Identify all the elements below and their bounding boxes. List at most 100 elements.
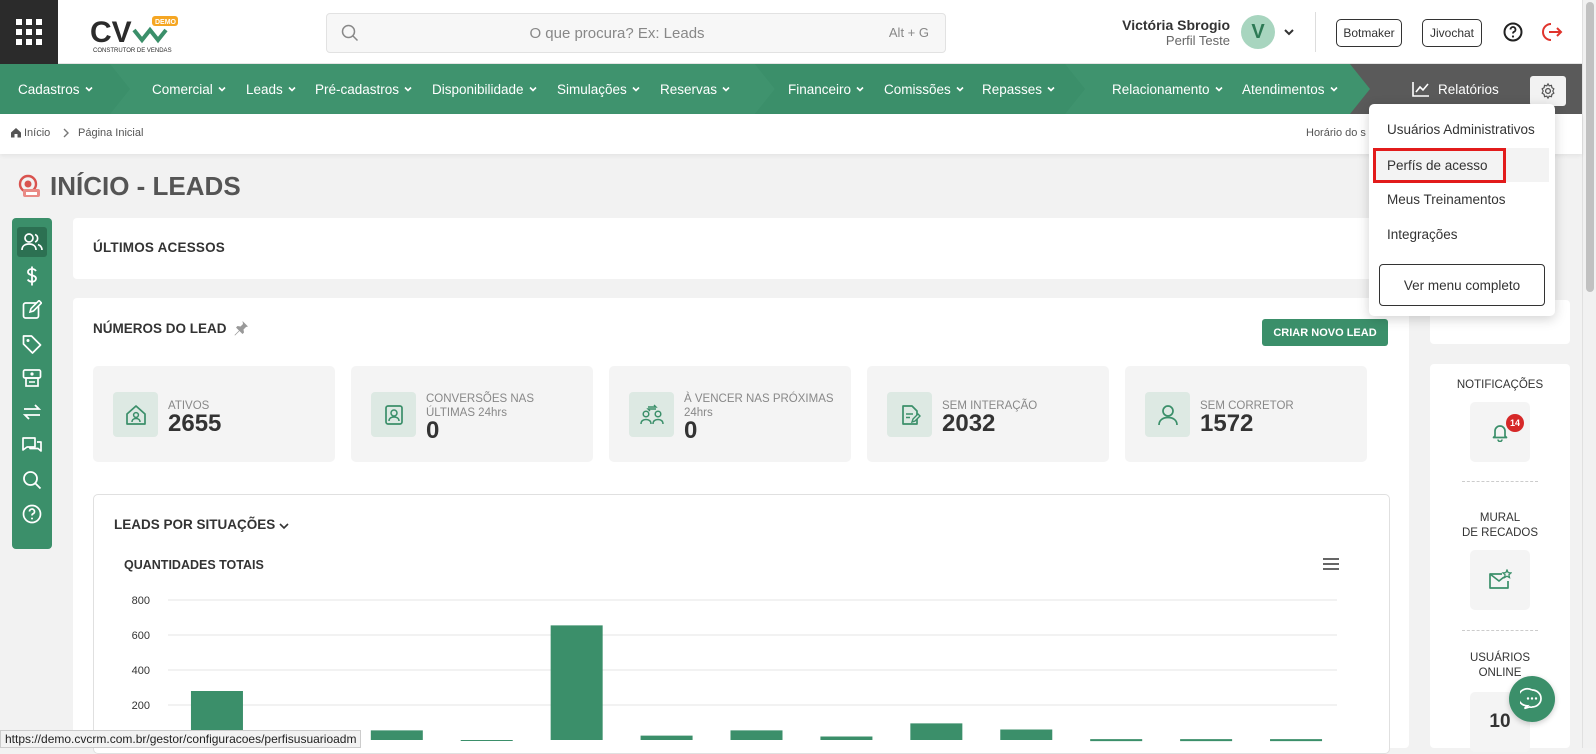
logout-icon[interactable] (1542, 22, 1564, 42)
stat-value: 2655 (168, 410, 222, 437)
bell-icon (1492, 425, 1508, 442)
transfer-icon (22, 404, 42, 420)
menu-item-integrations[interactable]: Integrações (1387, 226, 1458, 242)
jivochat-button[interactable]: Jivochat (1422, 19, 1482, 47)
side-edit-button[interactable] (17, 295, 47, 325)
apps-menu-button[interactable] (0, 0, 58, 64)
side-chat-button[interactable] (17, 431, 47, 461)
search-shortcut: Alt + G (888, 25, 929, 40)
scrollbar-thumb[interactable] (1586, 2, 1594, 292)
bar-chart: 800 600 400 200 (132, 595, 1337, 742)
nav-relacionamento[interactable]: Relacionamento (1112, 64, 1224, 114)
chart-bar[interactable] (550, 625, 603, 740)
logo-tagline: CONSTRUTOR DE VENDAS (93, 48, 172, 54)
side-users-button[interactable] (17, 227, 47, 257)
chart-bar[interactable] (1270, 739, 1323, 742)
logo[interactable]: CV DEMO CONSTRUTOR DE VENDAS (90, 14, 190, 54)
stat-value: 2032 (942, 410, 996, 437)
chart-bar[interactable] (1000, 729, 1053, 741)
chart-line-icon (1412, 82, 1429, 97)
side-transfer-button[interactable] (17, 397, 47, 427)
settings-button[interactable] (1530, 76, 1566, 106)
breadcrumb-home[interactable]: Início (24, 127, 51, 139)
notifications-button[interactable] (1470, 402, 1530, 462)
leads-by-status-card: LEADS POR SITUAÇÕES QUANTIDADES TOTAIS 8… (93, 494, 1390, 754)
nav-leads[interactable]: Leads (246, 64, 297, 114)
nav-financeiro[interactable]: Financeiro (788, 64, 865, 114)
nav-reservas[interactable]: Reservas (660, 64, 731, 114)
create-lead-button[interactable]: CRIAR NOVO LEAD (1262, 319, 1388, 346)
nav-simulacoes[interactable]: Simulações (557, 64, 641, 114)
full-menu-button[interactable]: Ver menu completo (1379, 264, 1545, 306)
avatar[interactable]: V (1241, 15, 1275, 49)
menu-item-admin-users[interactable]: Usuários Administrativos (1387, 121, 1535, 137)
chevron-down-icon[interactable] (1283, 26, 1295, 38)
mural-button[interactable] (1470, 550, 1530, 610)
chevron-down-icon (1214, 86, 1223, 92)
logo-text: CV (90, 16, 132, 49)
pin-icon[interactable] (233, 320, 249, 336)
side-toolbar (12, 218, 52, 549)
side-register-button[interactable] (17, 363, 47, 393)
botmaker-button[interactable]: Botmaker (1336, 19, 1402, 47)
chart-bar[interactable] (910, 723, 963, 740)
stat-expiring[interactable]: À VENCER NAS PRÓXIMAS 24hrs 0 (609, 366, 851, 462)
edit-icon (22, 300, 42, 319)
search-box[interactable]: Alt + G (326, 13, 946, 53)
stat-active[interactable]: ATIVOS 2655 (93, 366, 335, 462)
stat-conversions[interactable]: CONVERSÕES NAS ÚLTIMAS 24hrs 0 (351, 366, 593, 462)
chart-bar[interactable] (460, 740, 513, 741)
stat-label: CONVERSÕES NAS ÚLTIMAS 24hrs (426, 393, 534, 419)
side-search-button[interactable] (17, 465, 47, 495)
nav-atendimentos[interactable]: Atendimentos (1242, 64, 1339, 114)
stat-icon-box (113, 392, 158, 437)
chart-bar[interactable] (640, 735, 693, 740)
stat-no-interaction[interactable]: SEM INTERAÇÃO 2032 (867, 366, 1109, 462)
chart-bar[interactable] (1090, 739, 1143, 742)
nav-repasses[interactable]: Repasses (982, 64, 1056, 114)
menu-item-access-profiles[interactable]: Perfís de acesso (1375, 148, 1549, 182)
logo-icon: CV DEMO CONSTRUTOR DE VENDAS (90, 16, 178, 54)
people-icon (639, 404, 664, 424)
stat-no-broker[interactable]: SEM CORRETOR 1572 (1125, 366, 1367, 462)
online-users-count: 10 (1489, 711, 1511, 732)
menu-item-my-trainings[interactable]: Meus Treinamentos (1387, 191, 1506, 207)
nav-comissoes[interactable]: Comissões (884, 64, 965, 114)
chart-y-tick-label: 400 (132, 665, 150, 677)
chart-bar[interactable] (370, 730, 423, 740)
stat-label: À VENCER NAS PRÓXIMAS 24hrs (684, 393, 834, 419)
chevron-down-icon (404, 86, 412, 92)
scrollbar[interactable] (1582, 0, 1596, 748)
nav-cadastros[interactable]: Cadastros (18, 64, 94, 114)
notifications-title: NOTIFICAÇÕES (1456, 379, 1544, 391)
online-users-button[interactable]: 10 (1470, 692, 1530, 752)
stat-icon-box (629, 392, 674, 437)
nav-comercial[interactable]: Comercial (152, 64, 227, 114)
last-access-card: ÚLTIMOS ACESSOS (73, 218, 1409, 279)
chevron-down-icon (722, 86, 730, 92)
user-name[interactable]: Victória Sbrogio (1122, 17, 1230, 33)
chevron-down-icon[interactable] (278, 521, 290, 531)
side-help-button[interactable] (17, 499, 47, 529)
leads-by-status-dropdown[interactable]: LEADS POR SITUAÇÕES (114, 517, 276, 532)
chart-bar[interactable] (1180, 739, 1233, 742)
page-title: INÍCIO - LEADS (50, 171, 241, 201)
help-icon[interactable] (1503, 22, 1523, 42)
chart-bar[interactable] (820, 736, 873, 741)
nav-relatorios[interactable]: Relatórios (1412, 64, 1499, 114)
hamburger-menu-icon[interactable] (1322, 557, 1340, 571)
chart-y-tick-label: 600 (132, 630, 150, 642)
search-input[interactable] (367, 14, 867, 52)
user-profile[interactable]: Perfil Teste (1165, 33, 1230, 48)
nav-disponibilidade[interactable]: Disponibilidade (432, 64, 538, 114)
breadcrumb: Início Página Inicial Horário do s (0, 114, 1582, 154)
side-finance-button[interactable] (17, 261, 47, 291)
highlight-box (1373, 148, 1506, 183)
lead-numbers-title: NÚMEROS DO LEAD (93, 321, 227, 336)
nav-relatorios-label: Relatórios (1438, 81, 1499, 97)
side-tag-button[interactable] (17, 329, 47, 359)
home-icon[interactable] (10, 127, 22, 138)
nav-pre-cadastros[interactable]: Pré-cadastros (315, 64, 413, 114)
chat-button[interactable] (1509, 676, 1555, 722)
chart-bar[interactable] (730, 730, 783, 740)
